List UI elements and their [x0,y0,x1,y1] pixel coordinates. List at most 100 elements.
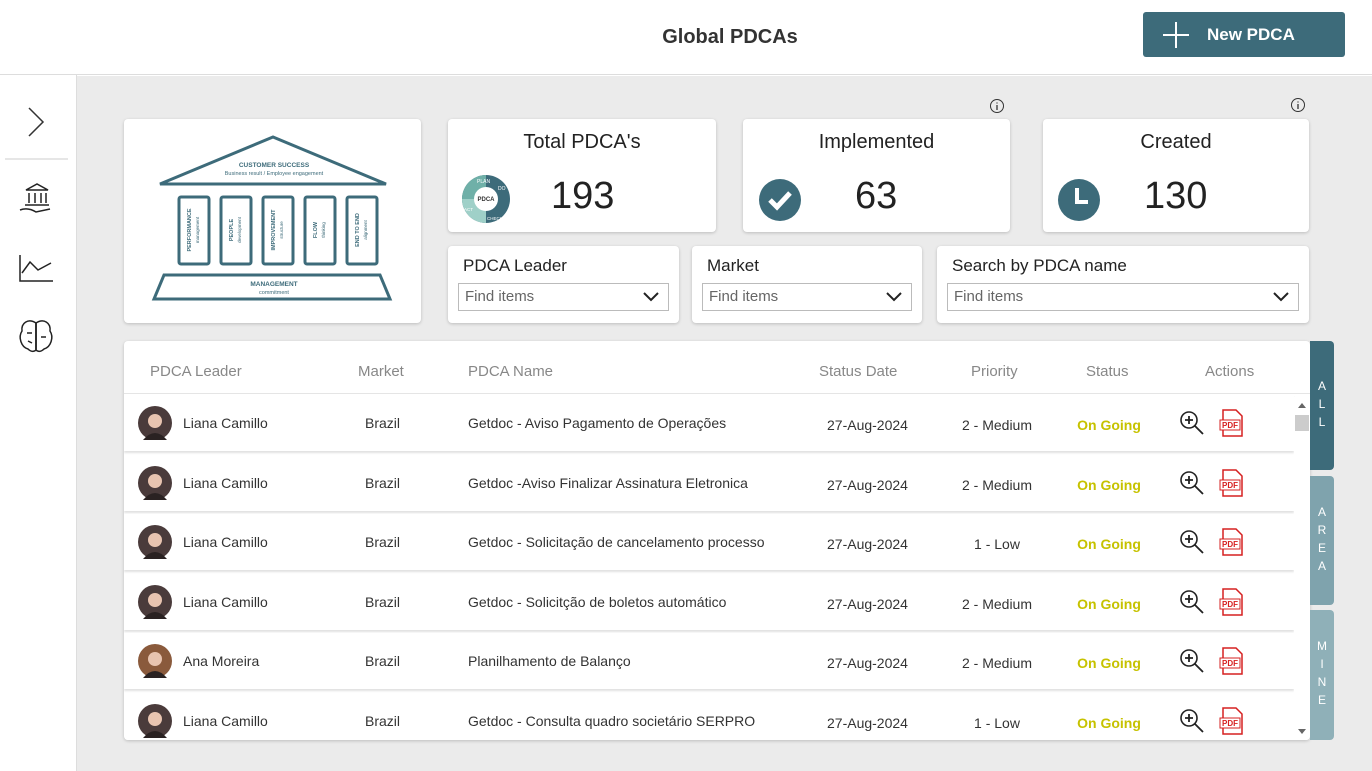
view-button[interactable] [1178,588,1206,621]
bank-icon[interactable] [19,183,51,213]
column-header[interactable]: PDCA Leader [150,363,242,380]
view-tab[interactable]: AREA [1310,476,1334,605]
pdca-check: CHECK [487,216,503,221]
filter-card: PDCA Leader Find items [448,246,679,323]
expand-icon[interactable] [28,107,45,137]
plus-icon [1163,22,1189,48]
kpi-card: Created 130 [1043,119,1309,232]
column-header[interactable]: Status [1086,363,1129,380]
roof-title: CUSTOMER SUCCESS [239,162,310,169]
pdf-text: PDF [1222,481,1238,490]
status-date: 27-Aug-2024 [827,476,908,493]
table-row[interactable]: Liana Camillo Brazil Getdoc - Solicitção… [124,573,1294,630]
filter-dropdown[interactable]: Find items [702,283,912,311]
filter-placeholder: Find items [954,288,1024,305]
view-button[interactable] [1178,647,1206,680]
base-subtitle: commitment [259,290,289,296]
view-tab[interactable]: ALL [1310,341,1334,470]
roof-subtitle: Business result / Employee engagement [225,171,324,177]
column-header[interactable]: Status Date [819,363,898,380]
button-label: New PDCA [1207,25,1295,44]
view-button[interactable] [1178,469,1206,502]
priority: 1 - Low [974,536,1020,552]
avatar [138,584,172,619]
column-header[interactable]: Market [358,363,404,380]
pdf-button[interactable]: PDF [1219,587,1245,616]
pdf-button[interactable]: PDF [1219,409,1245,437]
filter-card: Search by PDCA name Find items [937,246,1309,323]
kpi-value: 193 [551,175,615,217]
pillar-text: alignment [363,219,368,239]
pdf-text: PDF [1222,540,1238,549]
pillar-text: structure [279,221,284,239]
market: Brazil [365,474,401,491]
status-date: 27-Aug-2024 [827,417,908,433]
sidebar [0,75,77,771]
pdf-text: PDF [1222,421,1238,430]
column-header[interactable]: Priority [971,363,1018,380]
house-card: CUSTOMER SUCCESS Business result / Emplo… [124,119,421,323]
pillar-text: thinking [321,222,326,238]
pillar-text: FLOW [313,221,319,238]
status-date: 27-Aug-2024 [827,714,908,731]
market: Brazil [365,653,401,669]
table-body: Liana Camillo Brazil Getdoc - Aviso Paga… [124,395,1310,740]
new-pdca-button[interactable]: New PDCA [1143,12,1345,57]
header: Global PDCAs New PDCA [0,0,1372,75]
kpi-card: Implemented 63 [743,119,1010,232]
chart-icon[interactable] [19,255,53,282]
status: On Going [1077,595,1141,612]
avatar [138,525,172,559]
table-row[interactable]: Liana Camillo Brazil Getdoc - Aviso Paga… [124,395,1294,451]
pillar-text: END TO END [355,213,361,247]
info-icon[interactable] [1290,97,1306,113]
market: Brazil [365,712,401,729]
view-tab[interactable]: MINE [1310,610,1334,740]
filter-label: PDCA Leader [463,256,567,275]
pillar-text: IMPROVEMENT [271,209,277,251]
scrollbar[interactable] [1294,397,1310,740]
pdca-name: Getdoc -Aviso Finalizar Assinatura Eletr… [468,474,748,491]
pdca-name: Planilhamento de Balanço [468,653,631,669]
status-date: 27-Aug-2024 [827,595,908,612]
filter-placeholder: Find items [465,288,535,305]
column-header[interactable]: Actions [1205,363,1255,380]
status-date: 27-Aug-2024 [827,536,908,552]
view-button[interactable] [1178,528,1206,561]
kpi-value: 63 [855,175,898,217]
priority: 1 - Low [974,714,1020,731]
pdf-button[interactable]: PDF [1219,468,1245,497]
table-row[interactable]: Liana Camillo Brazil Getdoc -Aviso Final… [124,454,1294,511]
avatar [138,406,172,440]
column-header[interactable]: PDCA Name [468,363,554,380]
priority: 2 - Medium [961,476,1033,493]
pdca-name: Getdoc - Aviso Pagamento de Operações [468,415,727,431]
status-date: 27-Aug-2024 [827,655,908,671]
pdf-button[interactable]: PDF [1219,528,1245,556]
market: Brazil [365,593,401,610]
view-button[interactable] [1178,409,1206,442]
table-row[interactable]: Ana Moreira Brazil Planilhamento de Bala… [124,633,1294,689]
pdf-text: PDF [1222,659,1238,668]
brain-icon[interactable] [19,320,53,353]
info-icon[interactable] [989,98,1005,114]
leader: Liana Camillo [183,534,268,550]
filter-dropdown[interactable]: Find items [458,283,669,311]
view-button[interactable] [1178,707,1206,740]
base-title: MANAGEMENT [250,281,297,288]
market: Brazil [365,415,401,431]
filter-label: Search by PDCA name [952,256,1127,275]
pillar-text: PERFORMANCE [187,208,193,251]
status: On Going [1077,655,1141,671]
filter-placeholder: Find items [709,288,779,305]
status: On Going [1077,476,1141,493]
table-row[interactable]: Liana Camillo Brazil Getdoc - Solicitaçã… [124,514,1294,570]
table-row[interactable]: Liana Camillo Brazil Getdoc - Consulta q… [124,692,1294,740]
pdf-button[interactable]: PDF [1219,706,1245,735]
pdf-button[interactable]: PDF [1219,647,1245,675]
pdca-do: DO [498,186,506,192]
avatar [138,644,172,678]
leader: Liana Camillo [183,593,268,610]
filter-dropdown[interactable]: Find items [947,283,1299,311]
